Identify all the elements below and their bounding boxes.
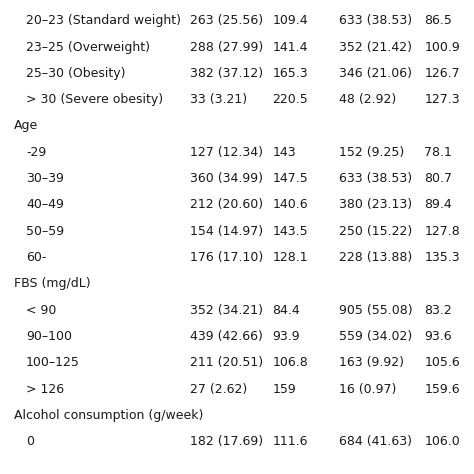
Text: 212 (20.60): 212 (20.60) [190, 199, 263, 211]
Text: 40–49: 40–49 [26, 199, 64, 211]
Text: 152 (9.25): 152 (9.25) [339, 146, 404, 159]
Text: Alcohol consumption (g/week): Alcohol consumption (g/week) [14, 409, 204, 422]
Text: > 30 (Severe obesity): > 30 (Severe obesity) [26, 93, 163, 106]
Text: 140.6: 140.6 [273, 199, 308, 211]
Text: 127.3: 127.3 [424, 93, 460, 106]
Text: 250 (15.22): 250 (15.22) [339, 225, 412, 237]
Text: 33 (3.21): 33 (3.21) [190, 93, 247, 106]
Text: 633 (38.53): 633 (38.53) [339, 172, 412, 185]
Text: 60-: 60- [26, 251, 46, 264]
Text: 48 (2.92): 48 (2.92) [339, 93, 396, 106]
Text: 439 (42.66): 439 (42.66) [190, 330, 263, 343]
Text: 633 (38.53): 633 (38.53) [339, 14, 412, 27]
Text: > 126: > 126 [26, 383, 64, 395]
Text: 0: 0 [26, 435, 34, 448]
Text: 100–125: 100–125 [26, 356, 80, 369]
Text: 128.1: 128.1 [273, 251, 308, 264]
Text: 382 (37.12): 382 (37.12) [190, 67, 263, 80]
Text: 109.4: 109.4 [273, 14, 308, 27]
Text: 16 (0.97): 16 (0.97) [339, 383, 396, 395]
Text: 159.6: 159.6 [424, 383, 460, 395]
Text: 211 (20.51): 211 (20.51) [190, 356, 263, 369]
Text: 147.5: 147.5 [273, 172, 308, 185]
Text: 135.3: 135.3 [424, 251, 460, 264]
Text: 84.4: 84.4 [273, 304, 301, 317]
Text: 165.3: 165.3 [273, 67, 308, 80]
Text: 684 (41.63): 684 (41.63) [339, 435, 412, 448]
Text: 143.5: 143.5 [273, 225, 308, 237]
Text: 90–100: 90–100 [26, 330, 72, 343]
Text: 105.6: 105.6 [424, 356, 460, 369]
Text: 143: 143 [273, 146, 296, 159]
Text: 27 (2.62): 27 (2.62) [190, 383, 247, 395]
Text: 83.2: 83.2 [424, 304, 452, 317]
Text: 352 (34.21): 352 (34.21) [190, 304, 263, 317]
Text: 288 (27.99): 288 (27.99) [190, 41, 263, 54]
Text: 380 (23.13): 380 (23.13) [339, 199, 412, 211]
Text: 93.9: 93.9 [273, 330, 300, 343]
Text: 25–30 (Obesity): 25–30 (Obesity) [26, 67, 126, 80]
Text: 89.4: 89.4 [424, 199, 452, 211]
Text: 220.5: 220.5 [273, 93, 308, 106]
Text: -29: -29 [26, 146, 46, 159]
Text: 905 (55.08): 905 (55.08) [339, 304, 412, 317]
Text: 559 (34.02): 559 (34.02) [339, 330, 412, 343]
Text: 263 (25.56): 263 (25.56) [190, 14, 263, 27]
Text: 346 (21.06): 346 (21.06) [339, 67, 412, 80]
Text: 30–39: 30–39 [26, 172, 64, 185]
Text: 100.9: 100.9 [424, 41, 460, 54]
Text: 141.4: 141.4 [273, 41, 308, 54]
Text: 20–23 (Standard weight): 20–23 (Standard weight) [26, 14, 181, 27]
Text: 126.7: 126.7 [424, 67, 460, 80]
Text: 106.0: 106.0 [424, 435, 460, 448]
Text: < 90: < 90 [26, 304, 56, 317]
Text: 352 (21.42): 352 (21.42) [339, 41, 412, 54]
Text: Age: Age [14, 119, 38, 132]
Text: 106.8: 106.8 [273, 356, 308, 369]
Text: 78.1: 78.1 [424, 146, 452, 159]
Text: 163 (9.92): 163 (9.92) [339, 356, 404, 369]
Text: 127.8: 127.8 [424, 225, 460, 237]
Text: 50–59: 50–59 [26, 225, 64, 237]
Text: 159: 159 [273, 383, 296, 395]
Text: 127 (12.34): 127 (12.34) [190, 146, 263, 159]
Text: 86.5: 86.5 [424, 14, 452, 27]
Text: 93.6: 93.6 [424, 330, 452, 343]
Text: 360 (34.99): 360 (34.99) [190, 172, 263, 185]
Text: 176 (17.10): 176 (17.10) [190, 251, 263, 264]
Text: FBS (mg/dL): FBS (mg/dL) [14, 277, 91, 290]
Text: 80.7: 80.7 [424, 172, 452, 185]
Text: 182 (17.69): 182 (17.69) [190, 435, 263, 448]
Text: 111.6: 111.6 [273, 435, 308, 448]
Text: 23–25 (Overweight): 23–25 (Overweight) [26, 41, 150, 54]
Text: 154 (14.97): 154 (14.97) [190, 225, 263, 237]
Text: 228 (13.88): 228 (13.88) [339, 251, 412, 264]
